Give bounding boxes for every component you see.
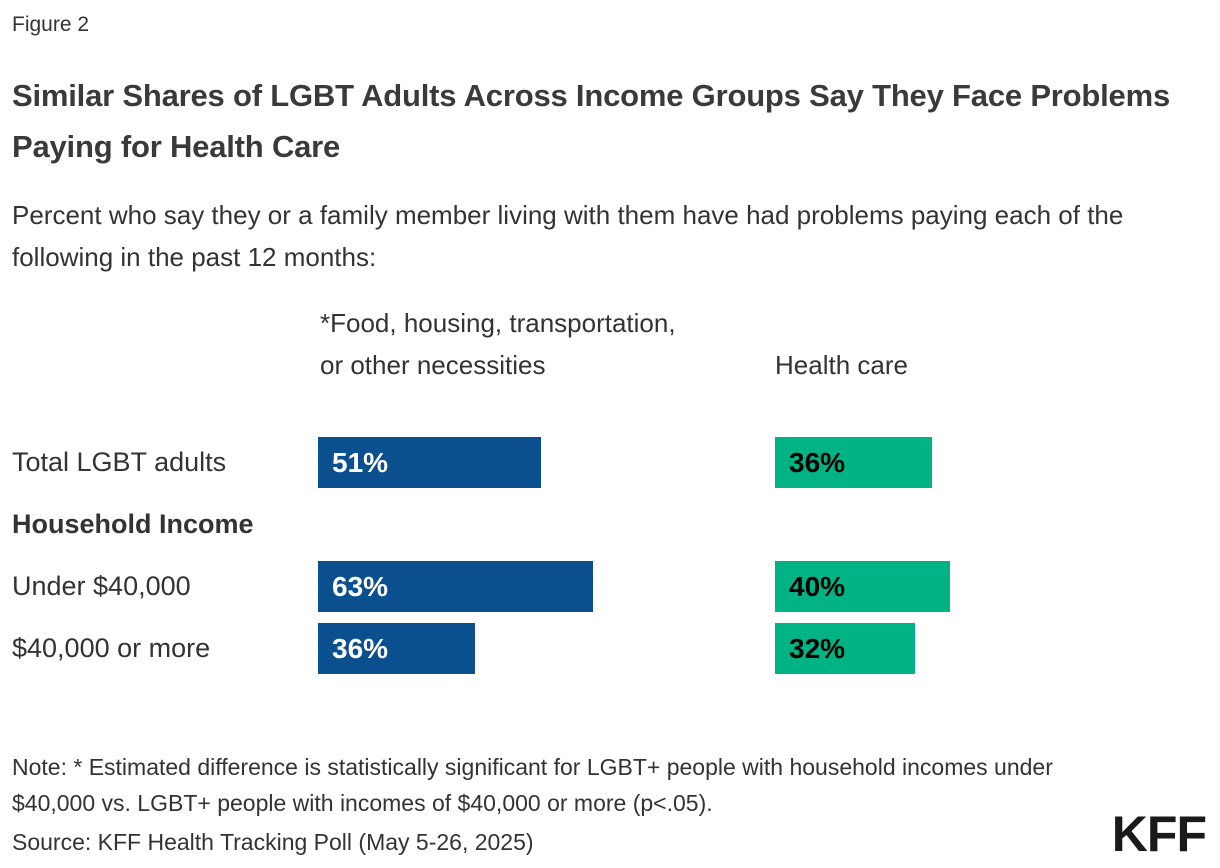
figure-number-label: Figure 2: [12, 13, 90, 36]
bar-value-label: 32%: [789, 632, 846, 664]
bar-necessities-under-40000: 63%: [318, 561, 593, 612]
bar-necessities-total: 51%: [318, 437, 541, 488]
note-text: Note: * Estimated difference is statisti…: [12, 754, 1053, 816]
section-header-household-income: Household Income: [12, 509, 254, 539]
source-text: Source: KFF Health Tracking Poll (May 5-…: [12, 829, 534, 855]
row-label-40000-or-more: $40,000 or more: [12, 633, 211, 663]
bar-health-care-total: 36%: [775, 437, 932, 488]
chart-title: Similar Shares of LGBT Adults Across Inc…: [12, 78, 1170, 164]
kff-logo: KFF: [1111, 806, 1207, 862]
column-header-health-care: Health care: [775, 350, 908, 380]
bar-necessities-40000-or-more: 36%: [318, 623, 475, 674]
chart-subtitle: Percent who say they or a family member …: [12, 200, 1124, 272]
row-label-total-lgbt-adults: Total LGBT adults: [12, 447, 227, 477]
bar-value-label: 63%: [332, 570, 389, 602]
bar-value-label: 40%: [789, 570, 846, 602]
column-header-necessities: *Food, housing, transportation, or other…: [320, 308, 676, 380]
bar-health-care-under-40000: 40%: [775, 561, 950, 612]
bar-health-care-40000-or-more: 32%: [775, 623, 915, 674]
bar-value-label: 36%: [789, 446, 846, 478]
row-label-under-40000: Under $40,000: [12, 571, 191, 601]
bar-value-label: 36%: [332, 632, 389, 664]
bar-value-label: 51%: [332, 446, 389, 478]
